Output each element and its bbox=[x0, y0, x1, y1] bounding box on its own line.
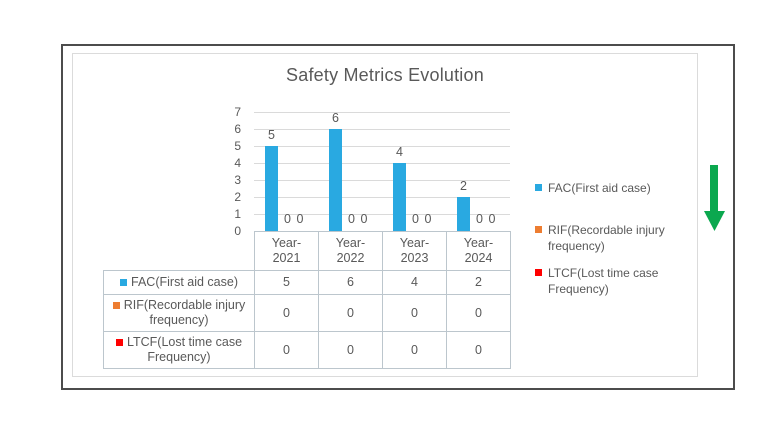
table-value-cell: 5 bbox=[254, 270, 319, 295]
series-key-swatch bbox=[112, 302, 120, 309]
chart-title: Safety Metrics Evolution bbox=[286, 65, 484, 85]
zero-value-label: 0 bbox=[424, 212, 432, 226]
bar bbox=[393, 163, 406, 231]
bar-value-label: 4 bbox=[396, 145, 403, 159]
legend-label: FAC(First aid case) bbox=[548, 181, 651, 195]
series-name: LTCF(Lost time case Frequency) bbox=[126, 335, 243, 364]
legend-label: RIF(Recordable injury frequency) bbox=[548, 223, 665, 253]
legend-swatch bbox=[535, 184, 542, 191]
zero-value-label: 0 bbox=[296, 212, 304, 226]
legend-label: LTCF(Lost time case Frequency) bbox=[548, 266, 659, 296]
zero-value-label: 0 bbox=[348, 212, 355, 226]
y-tick-label: 5 bbox=[234, 139, 241, 153]
zero-value-label: 0 bbox=[284, 212, 291, 226]
bar bbox=[457, 197, 470, 231]
table-value-cell: 0 bbox=[446, 331, 511, 369]
bar-value-label: 6 bbox=[332, 111, 339, 125]
y-tick-label: 4 bbox=[234, 156, 241, 170]
table-value-cell: 0 bbox=[254, 294, 319, 332]
down-arrow-head bbox=[704, 211, 725, 231]
legend-item: FAC(First aid case) bbox=[535, 180, 697, 196]
table-header-cell: Year- 2024 bbox=[446, 231, 511, 271]
y-tick-label: 7 bbox=[234, 105, 241, 119]
gridline bbox=[254, 146, 510, 147]
table-value-cell: 0 bbox=[382, 331, 447, 369]
table-header-cell: Year- 2023 bbox=[382, 231, 447, 271]
table-value-cell: 2 bbox=[446, 270, 511, 295]
bar-value-label: 5 bbox=[268, 128, 275, 142]
gridline bbox=[254, 214, 510, 215]
gridline bbox=[254, 197, 510, 198]
legend-item: RIF(Recordable injury frequency) bbox=[535, 222, 697, 254]
legend-swatch bbox=[535, 269, 542, 276]
series-key-swatch bbox=[115, 339, 123, 346]
bar-value-label: 2 bbox=[460, 179, 467, 193]
bar bbox=[265, 146, 278, 231]
table-value-cell: 0 bbox=[254, 331, 319, 369]
table-value-cell: 0 bbox=[318, 331, 383, 369]
series-key-swatch bbox=[120, 279, 128, 286]
zero-value-label: 0 bbox=[412, 212, 419, 226]
y-tick-label: 2 bbox=[234, 190, 241, 204]
y-tick-label: 1 bbox=[234, 207, 241, 221]
zero-value-label: 0 bbox=[476, 212, 483, 226]
gridline bbox=[254, 163, 510, 164]
zero-value-label: 0 bbox=[488, 212, 496, 226]
table-value-cell: 0 bbox=[318, 294, 383, 332]
table-value-cell: 0 bbox=[382, 294, 447, 332]
down-arrow-shaft bbox=[710, 165, 718, 213]
table-value-cell: 4 bbox=[382, 270, 447, 295]
table-value-cell: 6 bbox=[318, 270, 383, 295]
table-header-cell: Year- 2022 bbox=[318, 231, 383, 271]
series-name: FAC(First aid case) bbox=[131, 275, 238, 289]
down-arrow-icon bbox=[704, 165, 725, 231]
legend-item: LTCF(Lost time case Frequency) bbox=[535, 265, 697, 297]
gridline bbox=[254, 112, 510, 113]
data-table: Year- 2021 Year- 2022 Year- 2023 Year- 2024… bbox=[103, 231, 511, 369]
legend-swatch bbox=[535, 226, 542, 233]
y-tick-label: 0 bbox=[234, 224, 241, 238]
gridline bbox=[254, 180, 510, 181]
y-tick-label: 3 bbox=[234, 173, 241, 187]
table-row-label: RIF(Recordable injury frequency) bbox=[103, 294, 255, 332]
y-tick-label: 6 bbox=[234, 122, 241, 136]
table-value-cell: 0 bbox=[446, 294, 511, 332]
gridline bbox=[254, 129, 510, 130]
table-row-label: FAC(First aid case) bbox=[103, 270, 255, 295]
table-corner-blank bbox=[104, 232, 255, 271]
bar bbox=[329, 129, 342, 231]
zero-value-label: 0 bbox=[360, 212, 368, 226]
table-row-label: LTCF(Lost time case Frequency) bbox=[103, 331, 255, 369]
series-name: RIF(Recordable injury frequency) bbox=[123, 298, 246, 327]
table-header-cell: Year- 2021 bbox=[254, 231, 319, 271]
